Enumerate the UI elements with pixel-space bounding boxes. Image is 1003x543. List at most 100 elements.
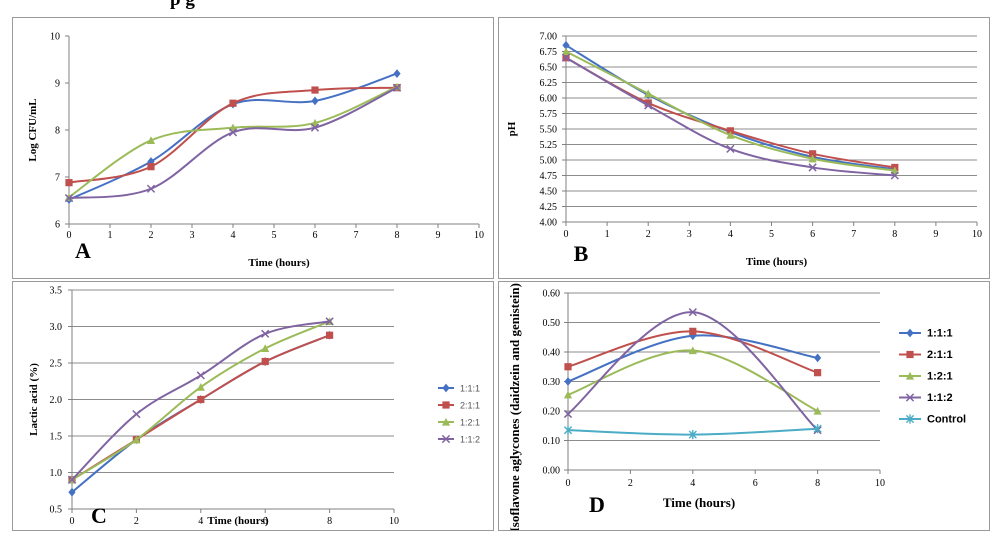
chart-b-x-tick-label: 10 [972,229,982,240]
chart-c-data-point [261,329,270,338]
chart-b-y-tick-label: 7.00 [540,32,558,43]
chart-b-y-tick-label: 4.00 [540,218,558,229]
chart-d-legend-item: 1:1:2 [899,392,953,404]
chart-a-data-point [65,179,73,187]
chart-b-data-point [726,127,734,135]
chart-c-legend-marker [442,383,450,393]
chart-b-data-point [808,163,817,172]
chart-b-series-line [565,56,895,169]
chart-d-legend-marker [906,328,914,338]
chart-d-data-point [564,363,572,371]
chart-d: 0 2 4 6 8 10 0.00 0.10 0.20 0.30 0.40 0.50 0.60 Time … [507,282,966,530]
chart-d-y-tick-label: 0.60 [543,289,561,300]
chart-c-legend-label: 2:1:1 [460,401,480,411]
chart-c-panel-letter: C [91,503,107,528]
chart-a-x-tick-label: 0 [67,230,72,241]
chart-c-data-point [261,344,270,352]
chart-c-x-tick-label: 2 [134,516,139,527]
chart-c-series-line [71,334,330,493]
chart-c-y-tick-label: 2.5 [50,359,63,370]
chart-d-series-2 [564,327,822,377]
chart-c-y-tick-label: 0.5 [50,505,63,516]
chart-a-x-tick-label: 2 [149,230,154,241]
chart-d-legend-marker [905,393,915,402]
chart-b-y-tick-label: 5.75 [540,109,558,120]
chart-c-data-point [67,475,77,484]
chart-d-data-point [563,409,573,419]
chart-d-legend-item: 2:1:1 [899,349,953,361]
chart-a-data-point [146,184,156,193]
chart-c-series-1 [68,330,334,497]
chart-b-data-point [561,53,571,62]
chart-a-x-tick-label: 4 [231,230,236,241]
chart-b-y-tick-label: 6.00 [540,94,558,105]
panel-b: 0 1 2 3 4 5 6 7 8 9 10 4.00 4.25 4.50 4.75 5.00 5.25 5.50… [498,17,990,279]
chart-d-data-point [563,390,573,399]
chart-d-y-tick-label: 0.10 [543,436,561,447]
chart-c-y-tick-label: 3.0 [50,322,63,333]
chart-b-y-tick-label: 4.75 [540,171,558,182]
chart-b-y-tick-label: 5.00 [540,156,558,167]
chart-c-x-tick-label: 10 [389,516,399,527]
chart-d-data-point [688,430,697,440]
chart-b-data-point [808,154,817,163]
chart-c-legend-marker [442,401,450,409]
chart-c-legend-label: 1:1:2 [460,435,480,445]
chart-c-data-point [325,317,334,326]
chart-b-data-point [809,150,817,158]
chart-b-x-tick-label: 2 [646,229,651,240]
chart-a: 0 1 2 3 4 5 6 7 8 9 10 6 7 8 9 10 Time (hours) Log CFU/mL… [27,32,484,270]
chart-a-x-tick-label: 3 [190,230,195,241]
chart-a-data-point [310,123,320,132]
header-strip: p g [0,0,1003,16]
chart-d-series-5 [563,424,822,440]
chart-b-y-tick-label: 6.25 [540,78,558,89]
chart-a-panel-letter: A [75,238,91,263]
chart-c-data-point [196,382,205,391]
chart-b-data-point [726,131,735,139]
chart-d-legend-item: Control [899,414,966,426]
chart-d-legend-label: 2:1:1 [927,349,953,361]
chart-a-data-point [393,69,401,78]
chart-d-legend-item: 1:2:1 [899,371,953,383]
chart-d-y-axis-title: Isoflavone aglycones (daidzein and genis… [507,282,522,530]
chart-b-series-3 [561,47,899,175]
chart-c-legend-item: 1:1:1 [438,384,480,394]
chart-c-legend-marker [441,417,451,426]
chart-a-x-tick-label: 6 [313,230,318,241]
chart-c-legend-label: 1:1:1 [460,384,480,394]
chart-a-x-tick-label: 5 [272,230,277,241]
chart-a-y-tick-label: 9 [55,79,60,90]
chart-a-y-tick-label: 10 [50,32,60,43]
chart-d-data-point [564,377,572,386]
chart-d-legend-marker [905,414,915,424]
chart-c-x-tick-label: 6 [263,516,268,527]
chart-a-data-point [228,128,238,137]
chart-d-data-point [563,425,573,435]
chart-b-series-4 [561,53,899,180]
chart-d-y-tick-label: 0.20 [543,407,561,418]
chart-b-x-tick-label: 5 [769,229,774,240]
chart-c-x-tick-label: 4 [198,516,203,527]
chart-a-x-tick-label: 1 [108,230,113,241]
chart-d-series-3 [563,346,822,415]
chart-d-x-tick-label: 10 [875,478,885,489]
chart-c-data-point [132,435,141,444]
chart-a-data-point [392,83,402,92]
chart-b-y-tick-label: 5.25 [540,140,558,151]
chart-b-data-point [644,101,653,110]
chart-b-panel-letter: B [574,241,589,266]
chart-b-y-axis-title: pH [506,121,518,136]
chart-a-x-tick-label: 7 [354,230,359,241]
chart-c-data-point [197,395,205,404]
chart-a-x-tick-label: 8 [395,230,400,241]
chart-d-x-tick-label: 6 [753,478,758,489]
chart-d-x-tick-label: 4 [690,478,695,489]
figure-header: p g [170,0,195,11]
chart-a-x-tick-label: 10 [474,230,484,241]
chart-b-y-tick-label: 6.50 [540,63,558,74]
chart-d-x-tick-label: 2 [628,478,633,489]
chart-b-data-point [644,89,653,98]
chart-b-x-tick-label: 7 [851,229,856,240]
chart-a-y-tick-label: 6 [55,220,60,231]
